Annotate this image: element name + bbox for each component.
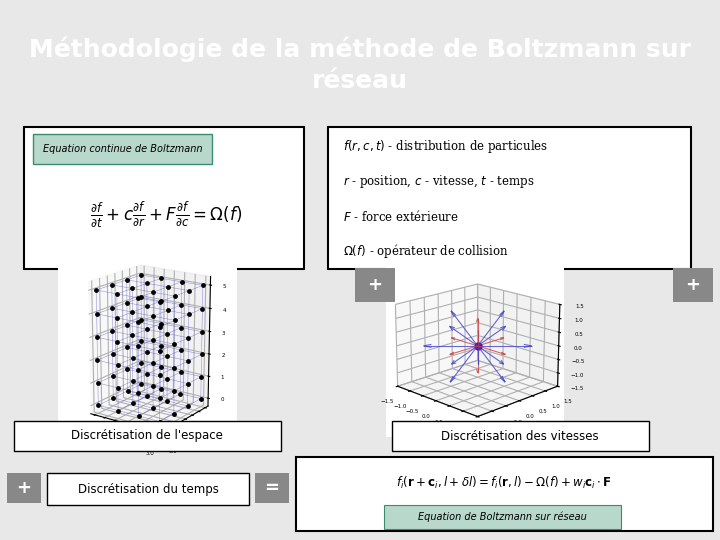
FancyBboxPatch shape [296,457,713,531]
FancyBboxPatch shape [355,268,395,302]
Text: Equation de Boltzmann sur réseau: Equation de Boltzmann sur réseau [418,512,586,522]
Text: $\Omega(f)$ - opérateur de collision: $\Omega(f)$ - opérateur de collision [343,242,508,260]
Text: Discrétisation de l'espace: Discrétisation de l'espace [71,429,223,442]
FancyBboxPatch shape [384,505,621,529]
Text: +: + [685,276,701,294]
FancyBboxPatch shape [14,421,281,451]
FancyBboxPatch shape [47,473,249,505]
FancyBboxPatch shape [33,134,212,164]
Text: Méthodologie de la méthode de Boltzmann sur
réseau: Méthodologie de la méthode de Boltzmann … [29,36,691,93]
FancyBboxPatch shape [328,127,691,268]
Text: +: + [367,276,382,294]
Text: +: + [17,479,32,497]
Text: =: = [264,479,279,497]
FancyBboxPatch shape [24,127,304,268]
Text: $F$ - force extérieure: $F$ - force extérieure [343,208,459,224]
FancyBboxPatch shape [7,473,41,503]
FancyBboxPatch shape [392,421,649,451]
Text: Discrétisation des vitesses: Discrétisation des vitesses [441,429,599,442]
Text: Discrétisation du temps: Discrétisation du temps [78,483,218,496]
Text: $\frac{\partial f}{\partial t} + c\frac{\partial f}{\partial r} + F\frac{\partia: $\frac{\partial f}{\partial t} + c\frac{… [89,200,242,229]
FancyBboxPatch shape [255,473,289,503]
Text: $f(r, c, t)$ - distribution de particules: $f(r, c, t)$ - distribution de particule… [343,138,548,154]
FancyBboxPatch shape [673,268,713,302]
Text: Equation continue de Boltzmann: Equation continue de Boltzmann [42,144,202,154]
Text: $r$ - position, $c$ - vitesse, $t$ - temps: $r$ - position, $c$ - vitesse, $t$ - tem… [343,173,534,190]
Text: $f_i(\mathbf{r}+\mathbf{c}_i, l+\delta l) = f_i(\mathbf{r},l) - \Omega(f) + w_i\: $f_i(\mathbf{r}+\mathbf{c}_i, l+\delta l… [396,475,612,491]
